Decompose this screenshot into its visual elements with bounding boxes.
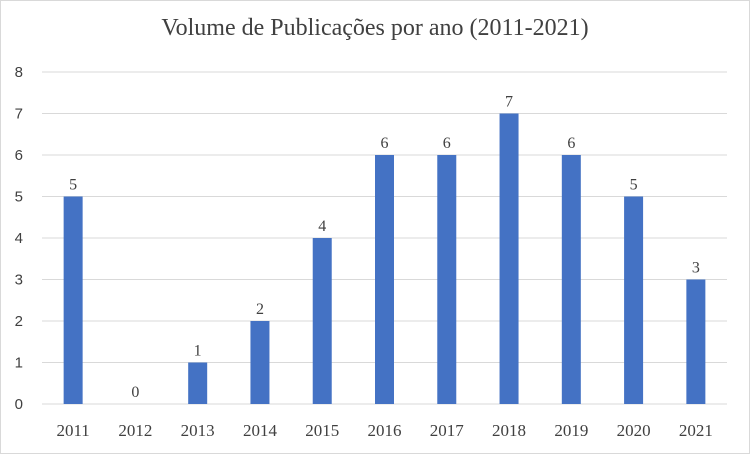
bar-2015 — [312, 238, 332, 404]
y-tick-label-2: 2 — [15, 313, 23, 330]
y-tick-label-5: 5 — [15, 189, 23, 206]
x-tick-label-2011: 2011 — [56, 421, 89, 440]
x-tick-label-2017: 2017 — [430, 421, 465, 440]
x-tick-label-2020: 2020 — [617, 421, 651, 440]
data-label-2017: 6 — [443, 135, 451, 152]
bar-2016 — [375, 155, 394, 404]
y-tick-label-7: 7 — [15, 106, 23, 123]
y-tick-label-0: 0 — [15, 396, 23, 413]
bar-2013 — [188, 362, 208, 404]
bar-2019 — [561, 155, 581, 404]
data-label-2018: 7 — [505, 94, 513, 111]
x-tick-label-2021: 2021 — [679, 421, 713, 440]
x-tick-label-2015: 2015 — [305, 421, 339, 440]
x-tick-label-2016: 2016 — [368, 421, 402, 440]
y-tick-label-8: 8 — [15, 64, 23, 81]
y-tick-label-3: 3 — [15, 272, 23, 289]
data-label-2012: 0 — [131, 384, 139, 401]
bar-2017 — [437, 155, 457, 404]
data-label-2013: 1 — [194, 343, 202, 360]
data-label-2021: 3 — [692, 260, 700, 277]
y-tick-label-1: 1 — [15, 355, 23, 372]
x-tick-label-2012: 2012 — [118, 421, 152, 440]
x-tick-label-2019: 2019 — [554, 421, 588, 440]
data-label-2011: 5 — [69, 177, 77, 194]
x-tick-label-2018: 2018 — [492, 421, 526, 440]
data-label-2019: 6 — [567, 135, 575, 152]
bar-2018 — [499, 113, 519, 404]
data-label-2014: 2 — [256, 301, 264, 318]
data-label-2020: 5 — [630, 177, 638, 194]
y-tick-label-4: 4 — [15, 230, 23, 247]
bar-2011 — [63, 196, 83, 404]
data-label-2015: 4 — [318, 218, 326, 235]
x-tick-label-2013: 2013 — [181, 421, 215, 440]
bar-2014 — [250, 321, 270, 404]
bar-2021 — [686, 279, 706, 404]
y-tick-label-6: 6 — [15, 147, 23, 164]
bar-2020 — [624, 196, 644, 404]
chart-title: Volume de Publicações por ano (2011-2021… — [161, 15, 589, 41]
x-tick-label-2014: 2014 — [243, 421, 278, 440]
data-label-2016: 6 — [381, 135, 389, 152]
